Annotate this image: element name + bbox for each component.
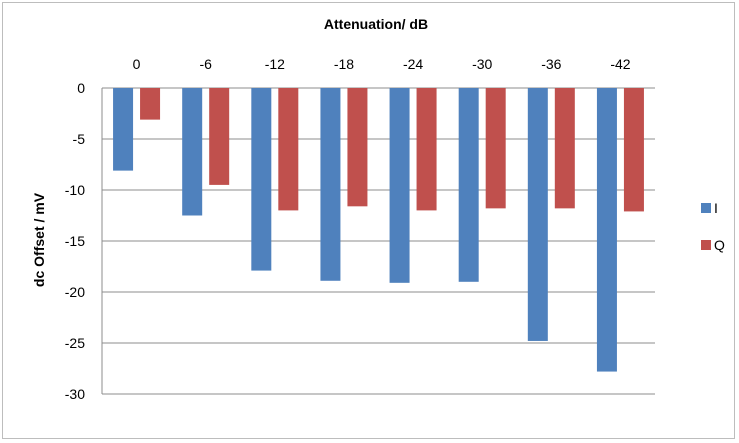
bar-i-6 — [527, 88, 548, 341]
axes: 0 -5 -10 -15 -20 -25 -30 0 -6 -12 -18 -24 -30 -36 -42 — [65, 56, 631, 402]
legend-label: Q — [714, 237, 725, 253]
legend-swatch — [701, 203, 711, 213]
y-tick-label: -5 — [73, 131, 86, 147]
bar-q-3 — [347, 88, 368, 207]
x-tick-label: -42 — [610, 56, 630, 72]
bar-i-2 — [251, 88, 272, 271]
bar-q-2 — [278, 88, 299, 211]
bar-i-0 — [113, 88, 134, 171]
x-tick-label: -12 — [265, 56, 285, 72]
y-tick-label: -15 — [65, 233, 85, 249]
y-tick-label: -25 — [65, 335, 85, 351]
bar-q-4 — [416, 88, 437, 211]
bar-i-5 — [458, 88, 479, 282]
x-tick-label: -18 — [334, 56, 354, 72]
x-axis-title: Attenuation/ dB — [324, 16, 428, 32]
bars — [113, 88, 644, 372]
y-tick-label: 0 — [77, 80, 85, 96]
bar-q-5 — [485, 88, 506, 209]
x-tick-label: -6 — [199, 56, 212, 72]
bar-q-1 — [209, 88, 230, 185]
x-tick-label: -36 — [541, 56, 561, 72]
legend-swatch — [701, 240, 711, 250]
bar-q-0 — [140, 88, 161, 120]
bar-i-4 — [389, 88, 410, 283]
x-tick-label: 0 — [133, 56, 141, 72]
x-tick-label: -24 — [403, 56, 423, 72]
y-tick-label: -10 — [65, 182, 85, 198]
y-axis-title: dc Offset / mV — [31, 192, 47, 287]
x-tick-label: -30 — [472, 56, 492, 72]
bar-q-6 — [554, 88, 575, 209]
legend-label: I — [714, 200, 718, 216]
bar-i-1 — [182, 88, 203, 216]
bar-q-7 — [623, 88, 644, 212]
bar-i-3 — [320, 88, 341, 281]
y-tick-label: -20 — [65, 284, 85, 300]
legend: IQ — [701, 200, 725, 253]
y-tick-label: -30 — [65, 386, 85, 402]
bar-i-7 — [596, 88, 617, 372]
